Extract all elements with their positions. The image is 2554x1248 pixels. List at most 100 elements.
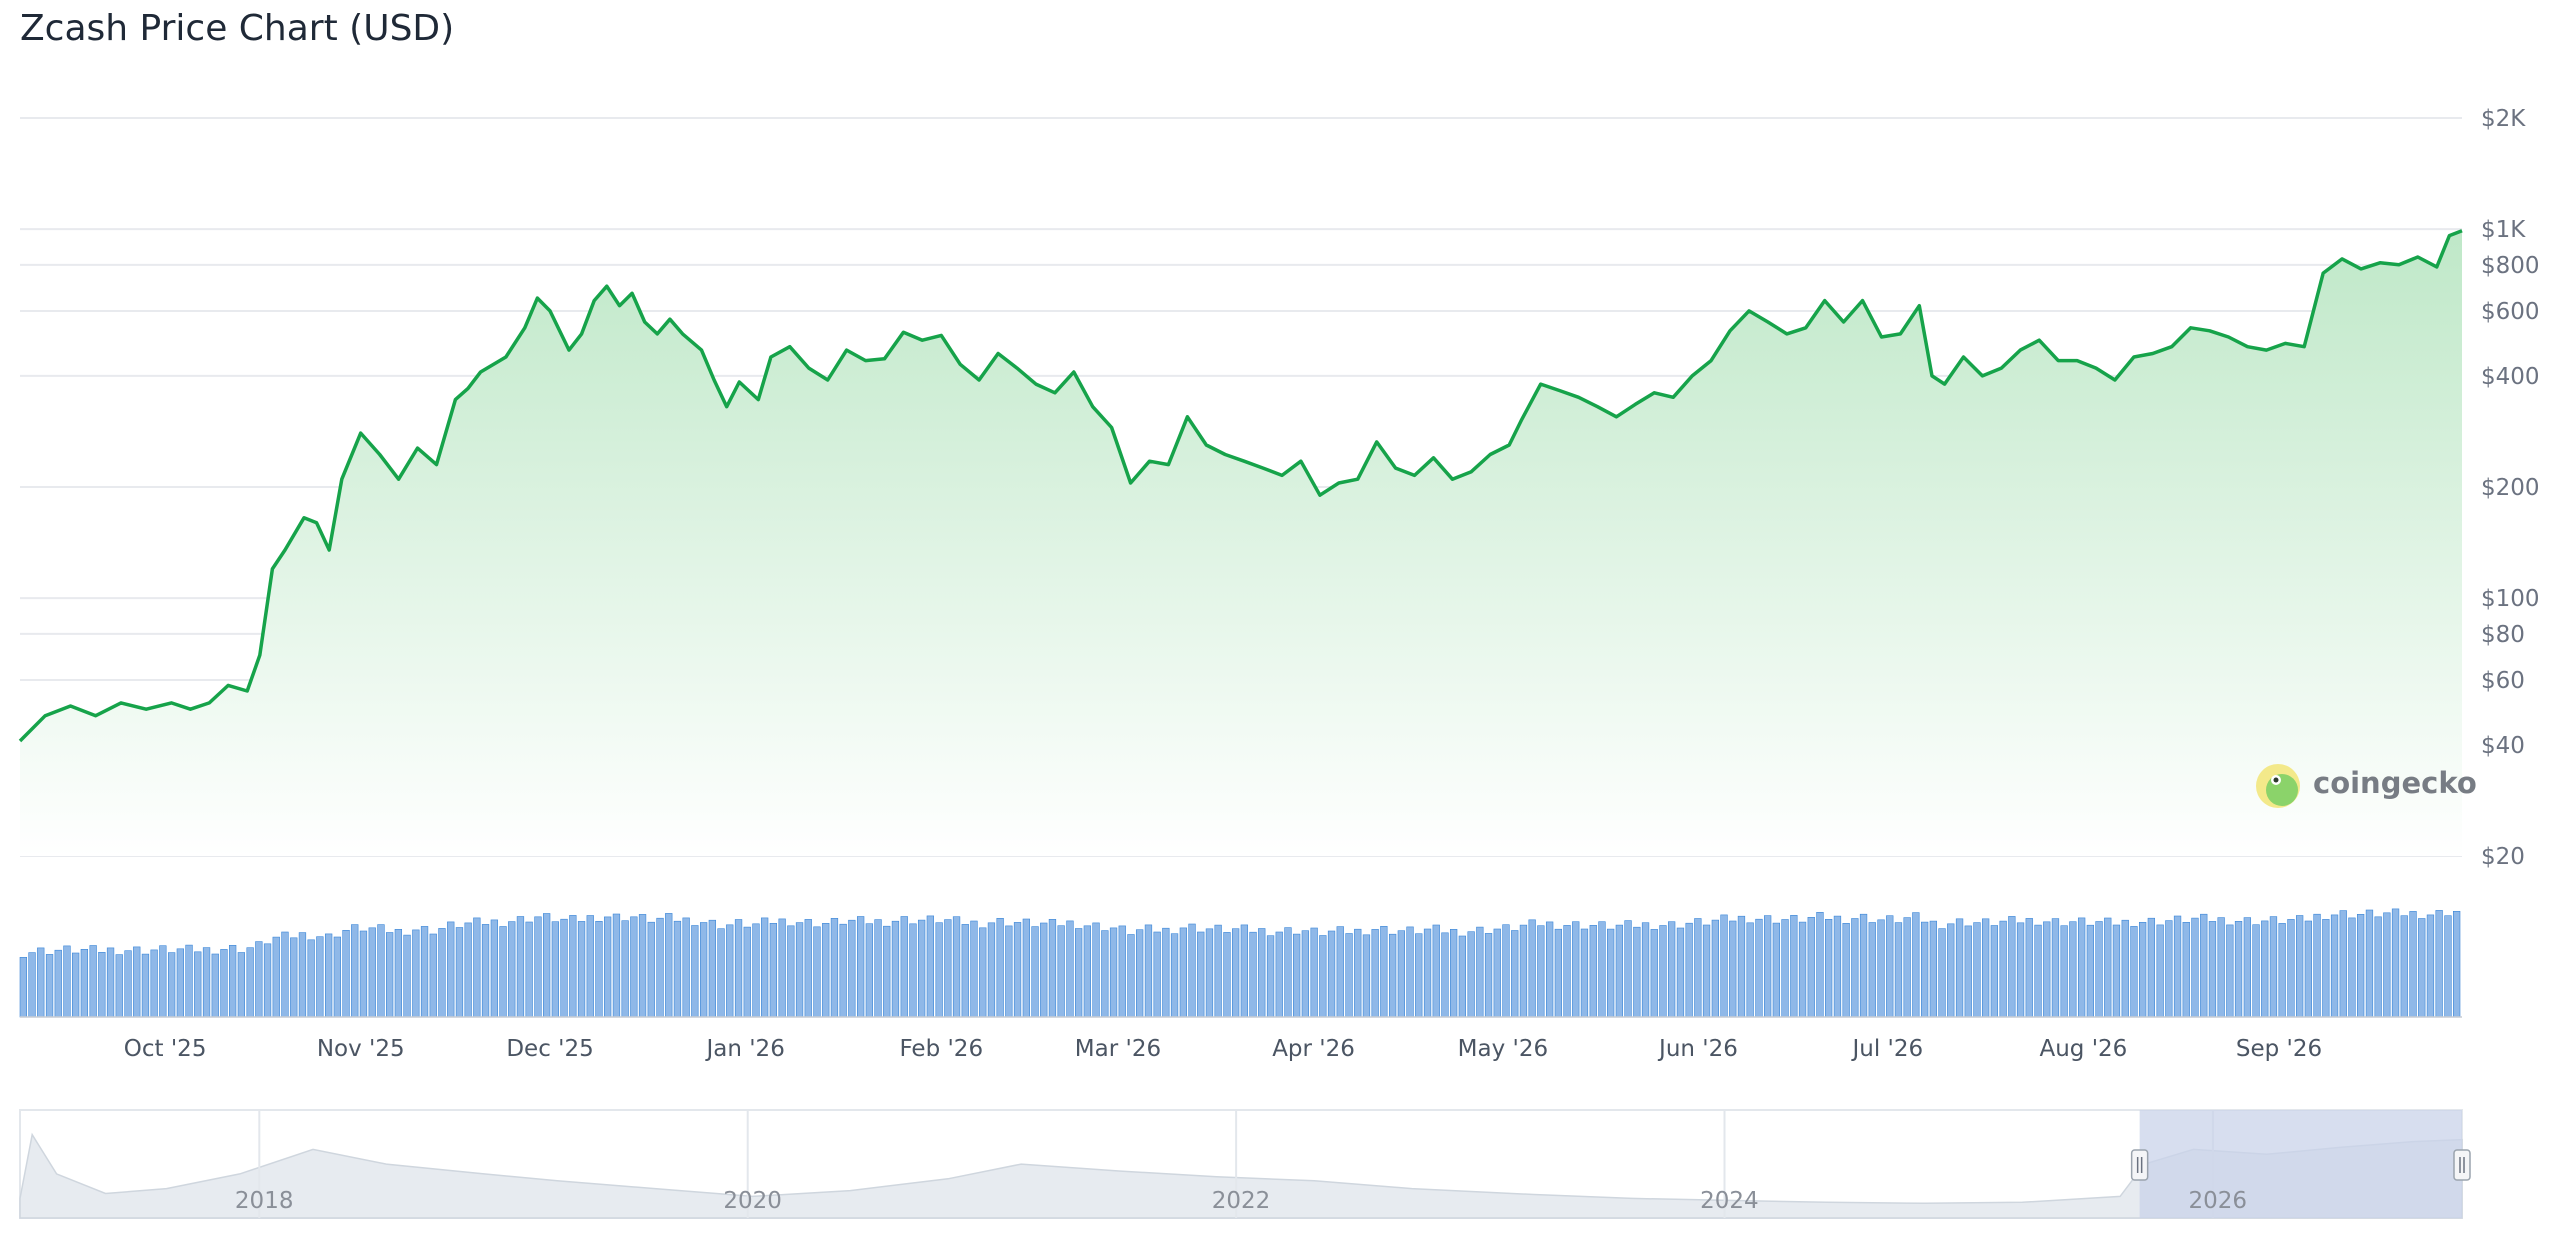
volume-bar: [1781, 919, 1789, 1018]
volume-bar: [1310, 927, 1318, 1018]
volume-bar: [2182, 921, 2190, 1018]
volume-bar: [1371, 929, 1379, 1018]
volume-bar: [2426, 914, 2435, 1018]
volume-bar: [760, 917, 769, 1018]
volume-bar: [865, 923, 873, 1018]
volume-bar: [394, 928, 402, 1018]
volume-bar: [1816, 911, 1824, 1018]
x-tick-label: Feb '26: [899, 1036, 983, 1062]
volume-bar: [2043, 921, 2051, 1018]
volume-bar: [856, 916, 865, 1018]
volume-bar: [1615, 924, 1623, 1018]
volume-bar: [1546, 921, 1554, 1018]
volume-bar: [1354, 928, 1362, 1018]
page-title: Zcash Price Chart (USD): [20, 8, 455, 49]
volume-bar: [1240, 924, 1248, 1018]
volume-bar: [1380, 925, 1388, 1018]
volume-bar: [298, 932, 307, 1018]
volume-bar: [1223, 932, 1231, 1018]
volume-bar: [316, 936, 324, 1018]
y-tick-label: $100: [2481, 586, 2540, 612]
volume-bar: [691, 925, 699, 1018]
volume-bar: [237, 952, 245, 1018]
volume-bar: [2025, 918, 2033, 1018]
x-tick-label: May '26: [1458, 1036, 1548, 1062]
volume-bar: [1641, 922, 1650, 1018]
volume-bar: [2278, 923, 2286, 1018]
y-tick-label: $200: [2481, 475, 2540, 501]
y-tick-label: $400: [2481, 364, 2540, 390]
volume-bar: [19, 956, 27, 1018]
volume-bar: [80, 948, 88, 1018]
volume-bar: [2313, 913, 2321, 1018]
volume-bar: [1031, 926, 1039, 1018]
volume-bar: [926, 915, 934, 1018]
volume-bar: [176, 948, 184, 1018]
volume-bar: [1537, 925, 1545, 1018]
volume-bar: [1720, 914, 1728, 1018]
volume-bar: [412, 929, 420, 1018]
volume-bar: [1301, 930, 1309, 1018]
volume-bar: [682, 917, 690, 1018]
volume-bar: [281, 931, 289, 1018]
volume-bar: [2322, 919, 2330, 1018]
volume-bar: [1833, 915, 1842, 1018]
gecko-logo-pupil-icon: [2273, 777, 2279, 783]
volume-bar: [1066, 920, 1074, 1018]
volume-bar: [1484, 933, 1493, 1018]
volume-bar: [1572, 921, 1580, 1018]
volume-bar: [2156, 924, 2164, 1018]
navigator-tick-label: 2026: [2189, 1188, 2248, 1214]
volume-bar: [2357, 913, 2365, 1018]
volume-bar: [900, 916, 908, 1018]
volume-bar: [333, 936, 341, 1018]
navigator-left-handle[interactable]: [2130, 1149, 2149, 1181]
x-tick-label: Aug '26: [2039, 1036, 2127, 1062]
volume-bar: [359, 930, 368, 1018]
navigator-selection[interactable]: [2139, 1110, 2462, 1218]
volume-bar: [1886, 915, 1894, 1018]
navigator-right-handle[interactable]: [2453, 1149, 2471, 1181]
volume-bar: [516, 916, 525, 1018]
volume-bar: [150, 949, 158, 1018]
volume-bar: [211, 953, 219, 1018]
coingecko-watermark: coingecko: [2256, 764, 2477, 808]
volume-bar: [752, 923, 760, 1018]
volume-bar: [917, 919, 926, 1018]
volume-bar: [612, 913, 621, 1018]
volume-bar: [1659, 925, 1667, 1018]
volume-bar: [2016, 922, 2025, 1018]
volume-bar: [970, 920, 978, 1018]
price-line-layer: [18, 229, 2463, 743]
volume-bar: [1266, 935, 1275, 1018]
volume-bar: [2086, 924, 2094, 1018]
time-navigator[interactable]: 2018 2020 2022 2024 2026: [19, 1109, 2471, 1219]
volume-bar: [229, 944, 237, 1018]
volume-bar: [1563, 925, 1571, 1018]
x-tick-label: Nov '25: [317, 1036, 405, 1062]
volume-bar: [1842, 922, 1850, 1018]
volume-bar: [2453, 910, 2461, 1018]
volume-bar: [1990, 925, 1998, 1018]
volume-bar: [1859, 913, 1868, 1018]
volume-bar: [795, 922, 804, 1018]
volume-bar: [1476, 926, 1484, 1018]
volume-bar: [2252, 924, 2260, 1018]
volume-bar: [551, 921, 559, 1018]
volume-bar: [508, 921, 516, 1018]
volume-bar: [1109, 927, 1118, 1018]
volume-bar: [1772, 922, 1780, 1018]
x-tick-label: Apr '26: [1272, 1036, 1355, 1062]
volume-bar: [2304, 920, 2312, 1018]
volume-bar: [1075, 928, 1083, 1018]
volume-bar: [1406, 926, 1414, 1018]
volume-bar: [525, 921, 533, 1018]
volume-bar: [1668, 921, 1676, 1018]
y-tick-label: $40: [2481, 733, 2525, 759]
volume-bar: [1040, 922, 1048, 1018]
volume-bar: [1336, 926, 1344, 1018]
volume-bar: [1293, 933, 1301, 1018]
navigator-tick-label: 2018: [235, 1188, 294, 1214]
volume-bar: [1450, 928, 1458, 1018]
volume-bar: [290, 937, 298, 1018]
